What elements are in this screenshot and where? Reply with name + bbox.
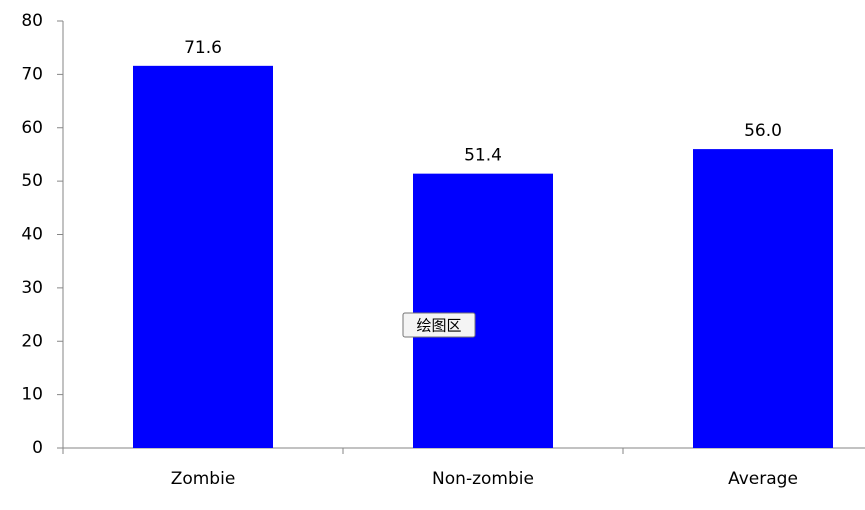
tooltip-text: 绘图区 [416, 317, 461, 335]
y-tick-label: 10 [21, 385, 43, 405]
x-tick-label: Average [728, 469, 798, 489]
bar [413, 173, 553, 448]
y-tick-label: 40 [21, 225, 43, 245]
bar [693, 149, 833, 448]
y-tick-label: 70 [21, 64, 43, 84]
y-tick-label: 80 [21, 11, 43, 31]
y-tick-label: 50 [21, 171, 43, 191]
tooltip: 绘图区 [402, 312, 476, 338]
value-label: 71.6 [184, 38, 222, 58]
y-tick-label: 30 [21, 278, 43, 298]
tooltip-box [402, 312, 476, 338]
bar [133, 65, 273, 449]
y-tick-label: 20 [21, 331, 43, 351]
value-label: 51.4 [464, 146, 502, 166]
value-label: 56.0 [744, 121, 782, 141]
y-tick-label: 60 [21, 118, 43, 138]
x-tick-label: Zombie [171, 469, 236, 489]
x-tick-label: Non-zombie [432, 469, 534, 489]
y-tick-label: 0 [32, 438, 43, 458]
